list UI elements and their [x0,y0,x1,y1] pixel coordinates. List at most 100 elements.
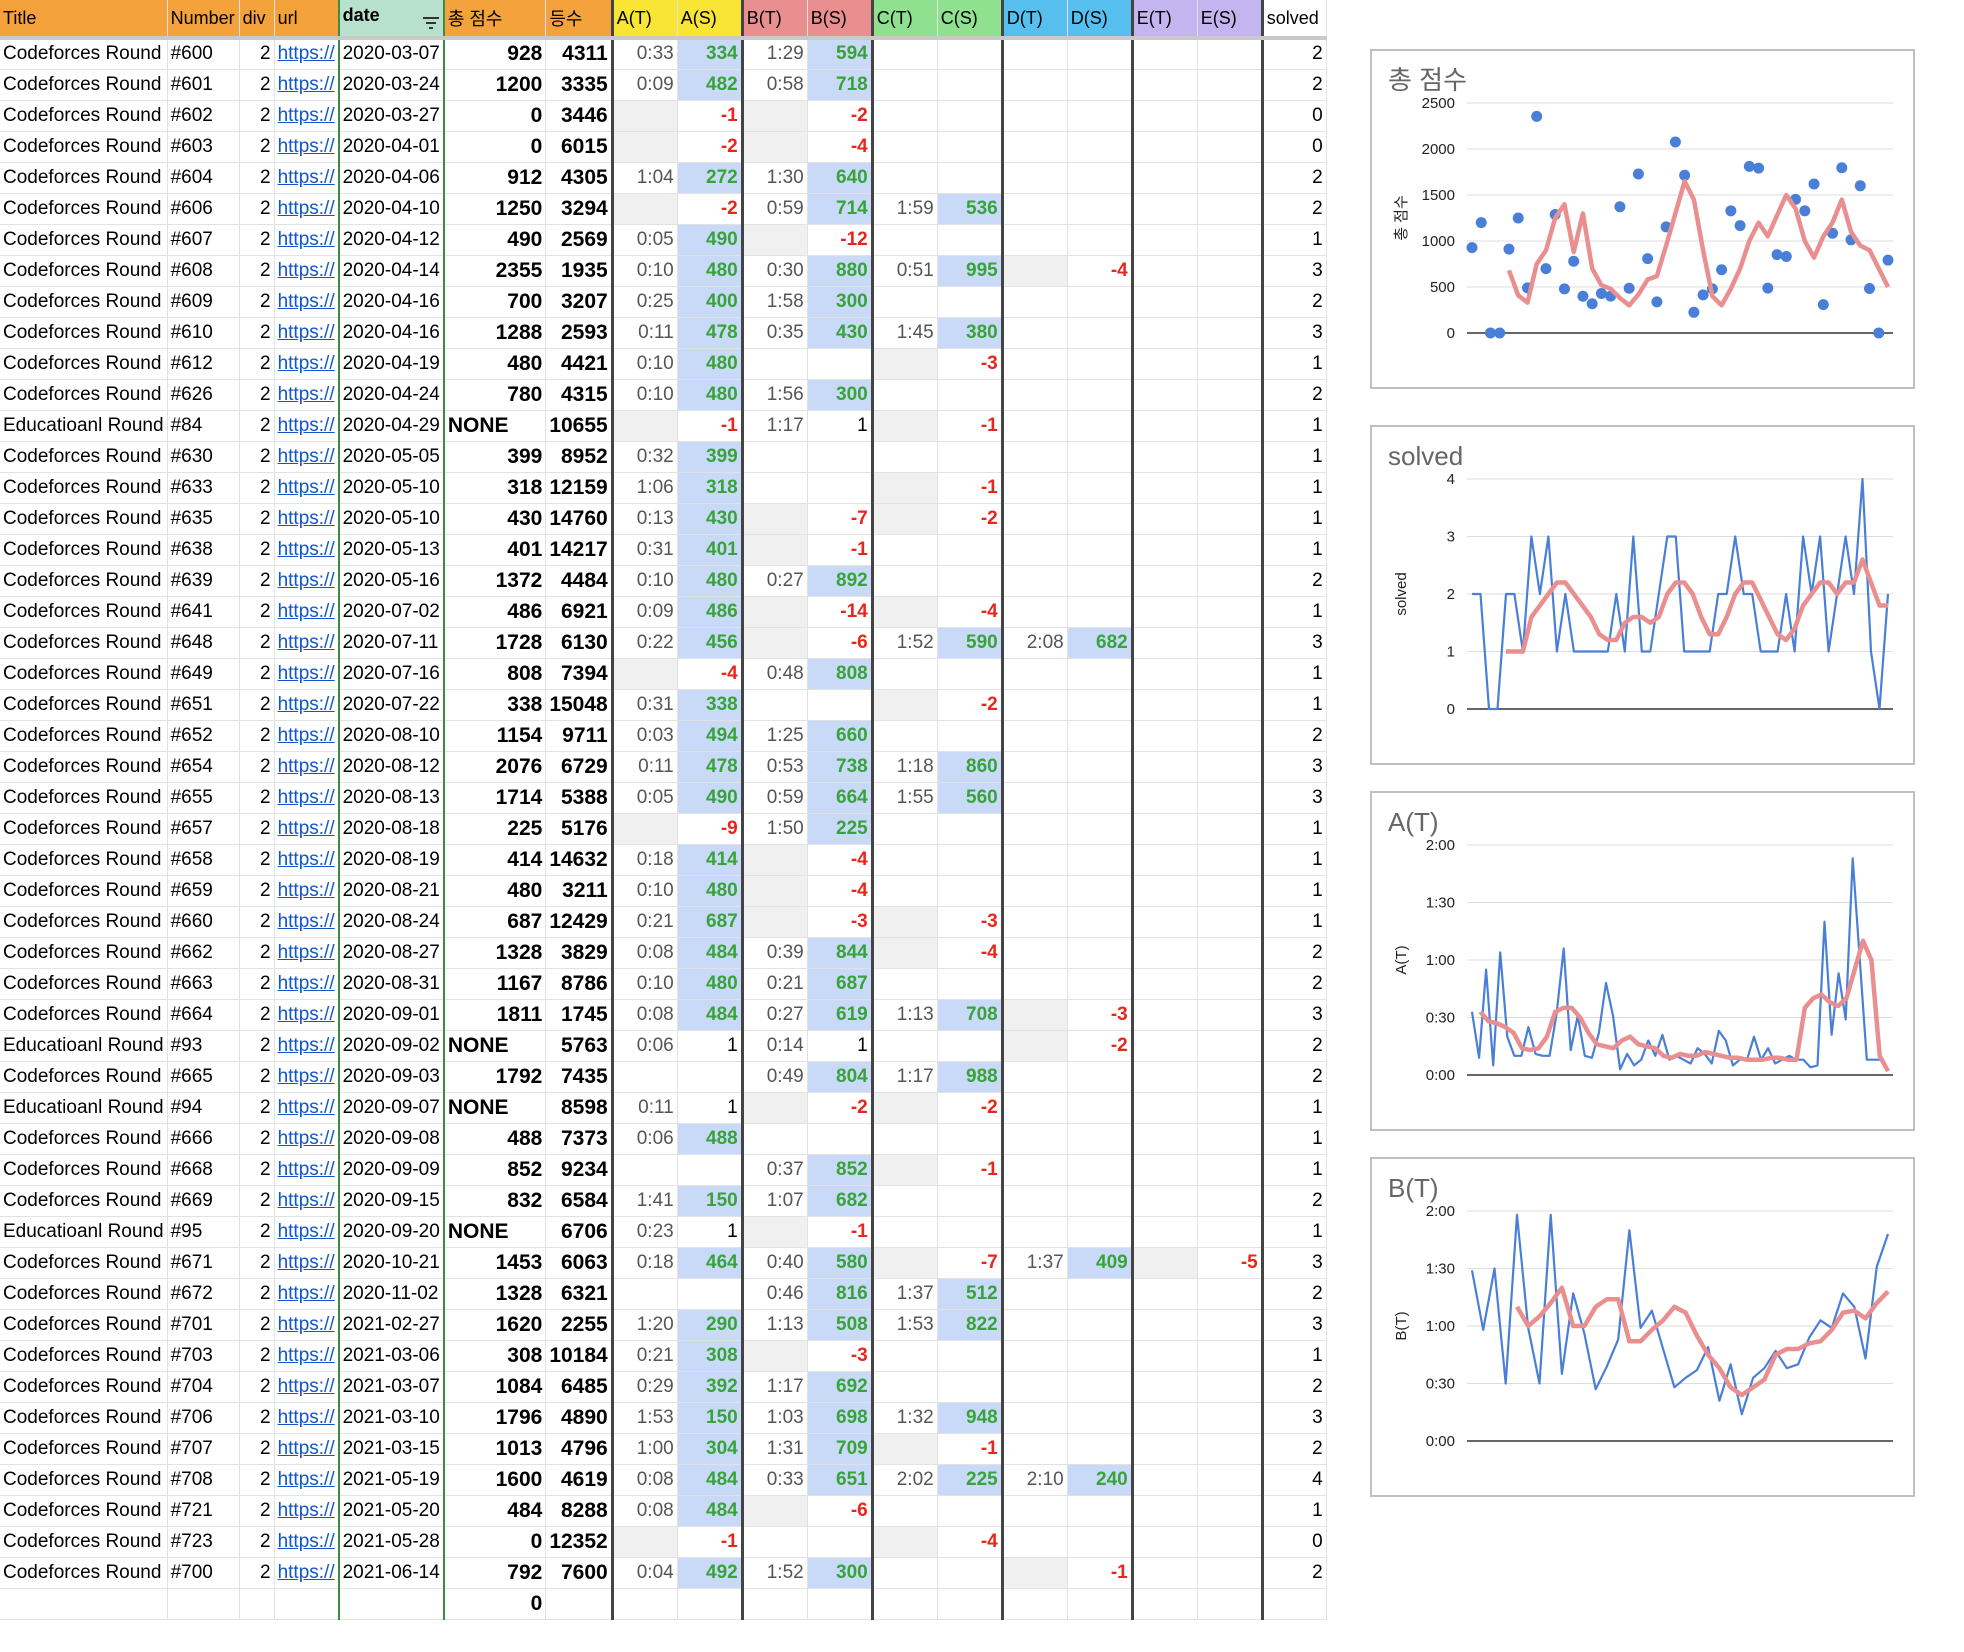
cell-solved[interactable]: 1 [1260,875,1327,907]
cell-title[interactable]: Codeforces Round [0,1278,168,1310]
cell-b-time[interactable] [740,224,808,256]
cell-d-score[interactable] [1067,1526,1133,1558]
cell-d-score[interactable] [1067,1433,1133,1465]
cell-number[interactable]: #606 [167,193,240,225]
cell-c-time[interactable] [870,689,938,721]
cell-b-score[interactable]: 718 [807,69,873,101]
header-url[interactable]: url [274,0,340,39]
cell-title[interactable]: Codeforces Round [0,1526,168,1558]
cell-b-score[interactable] [807,689,873,721]
cell-date[interactable]: 2020-03-07 [337,36,445,70]
cell-total-score[interactable]: 780 [442,379,547,411]
cell-solved[interactable]: 0 [1260,131,1327,163]
cell-url[interactable]: https:// [274,658,340,690]
cell-div[interactable]: 2 [239,875,275,907]
cell-a-time[interactable]: 0:05 [610,782,678,814]
cell-d-score[interactable] [1067,534,1133,566]
table-row[interactable]: Codeforces Round #723 2 https://2021-05-28 0… [0,1526,1327,1558]
cell-d-time[interactable] [1000,782,1068,814]
cell-d-score[interactable]: -1 [1067,1557,1133,1589]
cell-rank[interactable]: 2593 [545,317,613,349]
cell-a-score[interactable]: -1 [677,100,743,132]
cell-c-score[interactable] [937,36,1003,70]
cell-d-time[interactable] [1000,410,1068,442]
cell-c-time[interactable]: 1:59 [870,193,938,225]
cell-c-time[interactable] [870,224,938,256]
cell-number[interactable]: #94 [167,1092,240,1124]
cell-number[interactable]: #708 [167,1464,240,1496]
cell-b-time[interactable]: 1:07 [740,1185,808,1217]
cell-e-time[interactable] [1130,720,1198,752]
cell-div[interactable]: 2 [239,937,275,969]
cell-c-score[interactable]: -1 [937,410,1003,442]
cell-b-score[interactable]: -3 [807,906,873,938]
table-row[interactable]: Codeforces Round #638 2 https://2020-05-13 4… [0,534,1327,566]
cell-rank[interactable]: 12429 [545,906,613,938]
cell-d-score[interactable]: 240 [1067,1464,1133,1496]
header-rank[interactable]: 등수 [545,0,613,39]
cell-a-time[interactable] [610,100,678,132]
cell-date[interactable]: 2021-03-15 [337,1433,445,1465]
cell-c-time[interactable]: 1:37 [870,1278,938,1310]
cell-b-time[interactable]: 0:53 [740,751,808,783]
table-row[interactable]: Educatioanl Round #84 2 https://2020-04-29 N… [0,410,1327,442]
cell-rank[interactable]: 3207 [545,286,613,318]
cell-a-score[interactable]: 484 [677,1495,743,1527]
cell-date[interactable]: 2020-09-03 [337,1061,445,1093]
cell-d-time[interactable] [1000,224,1068,256]
cell-rank[interactable]: 1745 [545,999,613,1031]
cell-total-score[interactable]: 490 [442,224,547,256]
cell-e-time[interactable] [1130,100,1198,132]
cell-d-time[interactable] [1000,1092,1068,1124]
cell-solved[interactable] [1260,1588,1327,1620]
cell-date[interactable]: 2020-09-01 [337,999,445,1031]
cell-e-score[interactable] [1197,1433,1263,1465]
table-row[interactable]: Codeforces Round #602 2 https://2020-03-27 0… [0,100,1327,132]
cell-d-score[interactable] [1067,1092,1133,1124]
cell-number[interactable]: #601 [167,69,240,101]
cell-a-time[interactable]: 1:00 [610,1433,678,1465]
cell-a-score[interactable]: 430 [677,503,743,535]
cell-e-time[interactable] [1130,689,1198,721]
cell-a-score[interactable]: 304 [677,1433,743,1465]
cell-rank[interactable]: 9234 [545,1154,613,1186]
cell-url[interactable]: https:// [274,317,340,349]
cell-solved[interactable]: 1 [1260,1092,1327,1124]
cell-total-score[interactable]: 480 [442,875,547,907]
cell-e-score[interactable] [1197,1464,1263,1496]
cell-d-score[interactable] [1067,596,1133,628]
cell-solved[interactable]: 1 [1260,410,1327,442]
cell-d-time[interactable] [1000,1433,1068,1465]
cell-b-time[interactable] [740,441,808,473]
cell-b-time[interactable]: 1:31 [740,1433,808,1465]
cell-rank[interactable] [545,1588,613,1620]
cell-b-score[interactable]: 738 [807,751,873,783]
cell-total-score[interactable]: 1796 [442,1402,547,1434]
cell-url[interactable]: https:// [274,410,340,442]
cell-number[interactable]: #607 [167,224,240,256]
cell-b-time[interactable]: 0:35 [740,317,808,349]
cell-solved[interactable]: 2 [1260,1030,1327,1062]
cell-e-score[interactable] [1197,410,1263,442]
cell-solved[interactable]: 2 [1260,1185,1327,1217]
cell-e-score[interactable] [1197,1371,1263,1403]
cell-url[interactable]: https:// [274,131,340,163]
cell-total-score[interactable]: 1453 [442,1247,547,1279]
table-row[interactable]: Codeforces Round #633 2 https://2020-05-10 3… [0,472,1327,504]
cell-e-time[interactable] [1130,1216,1198,1248]
header-title[interactable]: Title [0,0,168,39]
cell-title[interactable]: Codeforces Round [0,255,168,287]
cell-a-score[interactable]: 150 [677,1185,743,1217]
cell-a-time[interactable]: 0:08 [610,1464,678,1496]
cell-b-time[interactable]: 0:49 [740,1061,808,1093]
cell-a-score[interactable]: -1 [677,1526,743,1558]
cell-d-score[interactable] [1067,1123,1133,1155]
cell-b-score[interactable]: 300 [807,286,873,318]
cell-e-score[interactable] [1197,627,1263,659]
cell-e-time[interactable] [1130,224,1198,256]
cell-date[interactable]: 2021-05-19 [337,1464,445,1496]
cell-number[interactable]: #630 [167,441,240,473]
cell-e-score[interactable] [1197,503,1263,535]
cell-rank[interactable]: 2569 [545,224,613,256]
cell-rank[interactable]: 6485 [545,1371,613,1403]
